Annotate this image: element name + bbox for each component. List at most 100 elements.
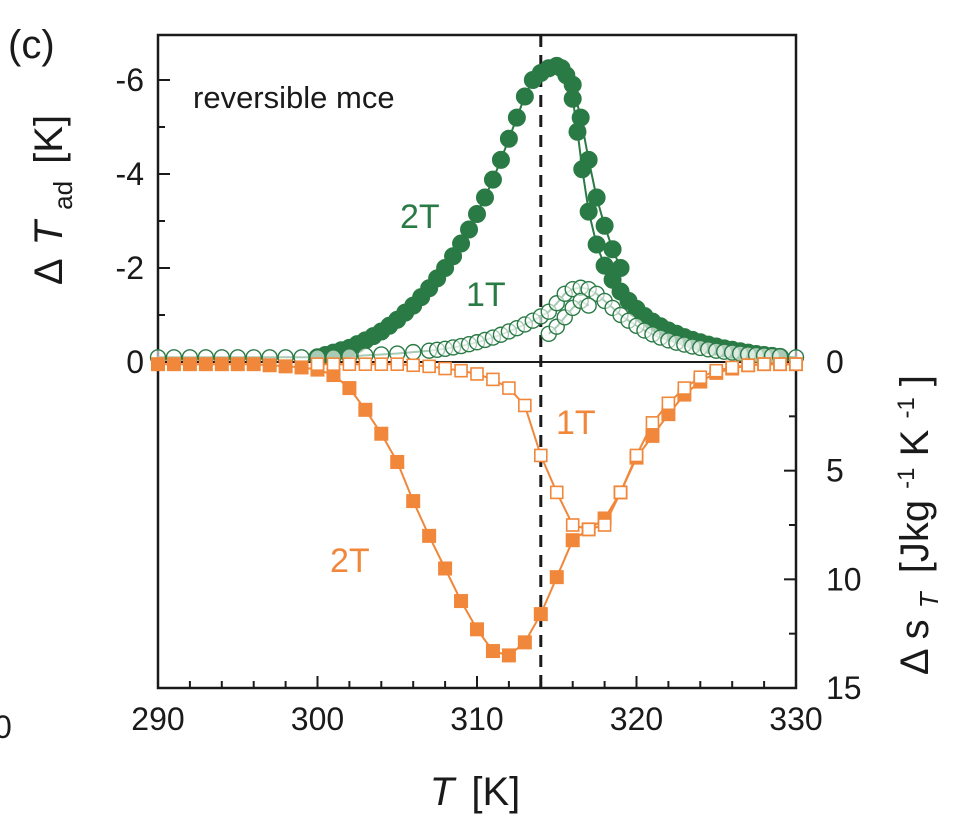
data-point-2T — [246, 357, 261, 372]
data-point-1T — [470, 367, 484, 381]
data-point-1T — [597, 518, 612, 532]
data-point-2T — [390, 454, 405, 469]
data-point-2T — [579, 202, 598, 221]
data-point-2T — [198, 357, 213, 372]
y-right-unit-open: [Jkg — [893, 500, 937, 573]
data-point-1T — [390, 357, 405, 371]
data-point-2T — [406, 494, 421, 509]
data-point-2T — [438, 561, 453, 576]
y-right-tick-label: 15 — [826, 670, 862, 706]
data-point-2T — [517, 635, 532, 650]
data-point-1T — [629, 448, 644, 463]
y-right-axis-title: Δ s T [Jkg -1 K -1 ] — [879, 375, 947, 675]
y-right-prefix: Δ — [893, 649, 937, 675]
data-point-1T — [580, 297, 597, 314]
data-point-1T — [677, 381, 692, 395]
data-point-2T — [230, 357, 245, 372]
y-left-axis-title: Δ T ad [K] — [27, 115, 81, 285]
series-label-1T: 1T — [556, 404, 596, 442]
data-point-1T — [565, 518, 580, 532]
data-point-1T — [581, 522, 596, 537]
data-point-1T — [486, 372, 500, 387]
data-point-1T — [613, 485, 628, 500]
data-point-2T — [278, 359, 293, 374]
y-left-tick-label: -4 — [116, 156, 144, 192]
y-right-unit-mid: K — [893, 429, 937, 456]
y-right-sup2: -1 — [893, 397, 920, 418]
data-point-2T — [460, 220, 479, 239]
x-tick-label: 330 — [769, 701, 822, 737]
panel-label: (c) — [8, 23, 55, 67]
data-point-1T — [438, 361, 452, 376]
data-point-2T — [422, 528, 437, 543]
data-point-1T — [326, 357, 341, 371]
data-point-1T — [422, 359, 436, 374]
data-point-1T — [310, 357, 325, 371]
x-axis-var: T — [430, 770, 457, 814]
data-point-2T — [515, 87, 534, 106]
y-left-tick-label: -6 — [116, 62, 144, 98]
series-line-2T — [158, 363, 796, 657]
data-point-2T — [661, 407, 676, 422]
data-point-2T — [595, 216, 614, 235]
data-point-2T — [549, 570, 564, 585]
data-point-2T — [214, 357, 229, 372]
data-point-2T — [452, 234, 471, 253]
y-right-unit-close: ] — [893, 375, 937, 386]
data-point-2T — [326, 368, 341, 383]
data-point-1T — [518, 398, 532, 413]
data-point-2T — [563, 75, 582, 94]
data-point-2T — [485, 644, 500, 659]
data-point-2T — [358, 402, 373, 417]
data-point-2T — [475, 188, 494, 207]
data-point-1T — [342, 357, 357, 371]
x-tick-label: 320 — [610, 701, 663, 737]
y-right-sub: T — [914, 590, 944, 608]
data-point-1T — [405, 343, 422, 361]
y-right-sup1: -1 — [893, 467, 920, 488]
series-label-2T: 2T — [330, 542, 370, 580]
data-point-1T — [502, 381, 516, 395]
data-point-2T — [294, 360, 309, 375]
data-point-2T — [454, 594, 469, 609]
left-edge-tick-label: 0 — [0, 709, 12, 745]
data-point-2T — [470, 622, 484, 637]
data-point-1T — [773, 357, 787, 371]
data-point-2T — [507, 108, 526, 127]
data-point-2T — [611, 259, 630, 277]
data-point-1T — [725, 360, 740, 375]
y-right-var: s — [893, 619, 937, 639]
y-left-sub: ad — [48, 181, 78, 210]
y-right-tick-label: 0 — [826, 344, 844, 380]
x-axis-unit: [K] — [471, 770, 520, 814]
data-point-2T — [151, 357, 165, 372]
x-tick-label: 290 — [131, 701, 184, 737]
y-right-tick-label: 10 — [826, 561, 862, 597]
data-point-1T — [645, 416, 660, 430]
data-point-1T — [454, 363, 468, 378]
data-point-2T — [182, 357, 197, 372]
data-point-2T — [499, 129, 518, 148]
y-left-unit: [K] — [27, 115, 71, 164]
data-point-2T — [468, 204, 486, 223]
data-point-1T — [661, 396, 676, 411]
y-left-tick-label: -2 — [116, 250, 144, 286]
annotation-reversible-mce: reversible mce — [193, 80, 395, 115]
y-left-prefix: Δ — [27, 259, 71, 285]
data-point-2T — [342, 381, 357, 396]
series-label-1T: 1T — [466, 276, 506, 314]
y-left-var: T — [27, 218, 71, 245]
data-point-2T — [587, 188, 606, 207]
data-point-2T — [603, 240, 622, 259]
data-point-2T — [262, 358, 277, 373]
series-label-2T: 2T — [400, 198, 440, 236]
data-point-2T — [533, 607, 548, 622]
data-point-2T — [374, 426, 389, 441]
data-point-1T — [741, 358, 755, 373]
data-point-1T — [709, 363, 724, 378]
y-left-tick-label: 0 — [126, 344, 144, 380]
data-point-2T — [483, 170, 502, 189]
data-point-1T — [789, 357, 803, 371]
data-point-1T — [374, 357, 389, 371]
data-point-1T — [533, 448, 548, 463]
